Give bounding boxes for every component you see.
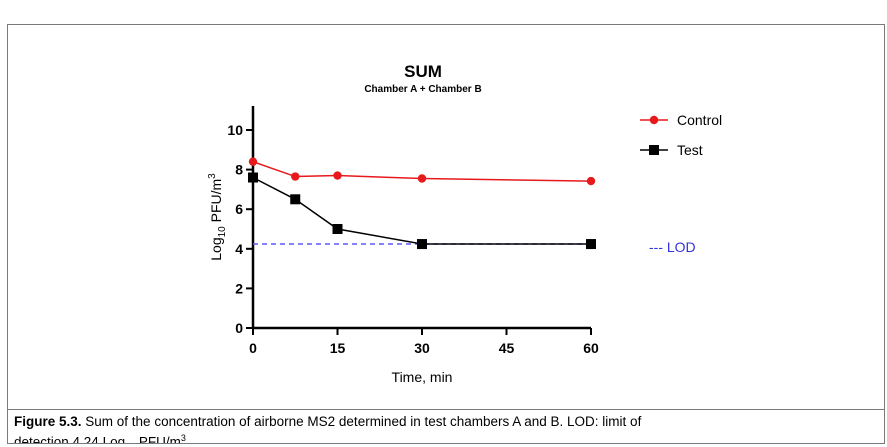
y-tick-label: 0 [235, 320, 243, 336]
data-point [248, 172, 258, 183]
y-tick-label: 4 [235, 241, 243, 257]
chart: SUM Chamber A + Chamber B 0 15 30 45 60 0 2 4 6 8… [207, 62, 722, 385]
data-point [586, 239, 596, 250]
y-tick-label: 2 [235, 280, 243, 296]
series-test [248, 172, 596, 250]
caption-line-2: detection 4.24 Log10 PFU/m3 [14, 430, 884, 444]
caption-line-1: Figure 5.3. Sum of the concentration of … [14, 413, 884, 430]
series-line [252, 176, 591, 245]
data-point [417, 239, 427, 250]
data-point [333, 171, 342, 180]
data-point [248, 157, 258, 166]
y-axis-label: Log10 PFU/m3 [207, 173, 228, 261]
y-tick-label: 6 [235, 201, 243, 217]
x-tick-label: 0 [249, 340, 257, 356]
chart-title: SUM [404, 62, 442, 81]
chart-subtitle: Chamber A + Chamber B [364, 84, 481, 95]
y-tick-label: 10 [227, 122, 243, 138]
data-point [290, 194, 301, 205]
data-point [332, 224, 343, 234]
legend-item-control: Control [640, 112, 722, 128]
data-point [291, 172, 300, 181]
caption-label: Figure 5.3. [14, 414, 82, 429]
figure-caption: Figure 5.3. Sum of the concentration of … [8, 409, 884, 444]
legend: Control Test --- LOD [640, 112, 722, 255]
data-point [417, 174, 427, 183]
data-point [586, 176, 596, 186]
legend-item-test: Test [640, 142, 703, 158]
x-tick-label: 60 [583, 340, 599, 356]
legend-label-test: Test [677, 142, 703, 158]
legend-label-control: Control [677, 112, 722, 128]
caption-text: Sum of the concentration of airborne MS2… [81, 414, 642, 429]
x-tick-label: 45 [499, 340, 515, 356]
x-tick-label: 15 [330, 340, 346, 356]
y-tick-label: 8 [235, 162, 243, 178]
caption-text-2: detection 4.24 Log [14, 434, 126, 444]
x-tick-label: 30 [414, 340, 430, 356]
figure-frame: SUM Chamber A + Chamber B 0 15 30 45 60 0 2 4 6 8… [7, 24, 885, 444]
legend-label-lod: --- LOD [649, 239, 696, 255]
series-control [248, 157, 596, 186]
x-axis-label: Time, min [392, 369, 453, 385]
